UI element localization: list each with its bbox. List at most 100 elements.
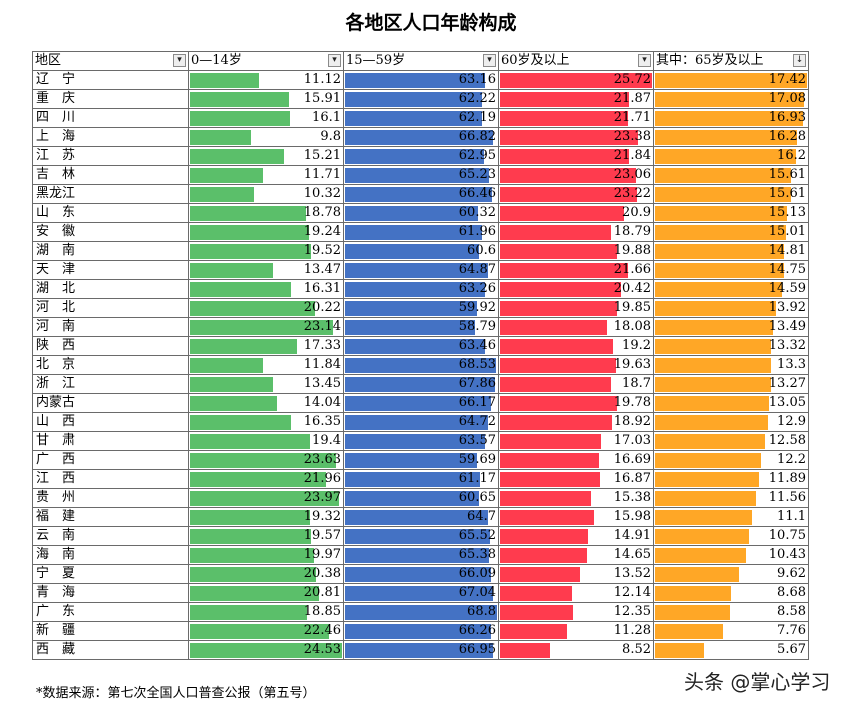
cell-age0-14[interactable]: 20.38 (188, 564, 344, 584)
cell-age60[interactable]: 20.9 (498, 203, 654, 223)
cell-age65[interactable]: 13.05 (653, 393, 809, 413)
cell-age60[interactable]: 21.84 (498, 146, 654, 166)
cell-age15-59[interactable]: 60.32 (343, 203, 499, 223)
table-row[interactable]: 湖 南 19.52 60.6 19.88 14.81 (32, 241, 809, 261)
cell-age0-14[interactable]: 17.33 (188, 336, 344, 356)
cell-age65[interactable]: 16.2 (653, 146, 809, 166)
table-row[interactable]: 江 苏 15.21 62.95 21.84 16.2 (32, 146, 809, 166)
cell-region[interactable]: 青 海 (32, 583, 189, 603)
cell-age15-59[interactable]: 67.04 (343, 583, 499, 603)
cell-age60[interactable]: 21.71 (498, 108, 654, 128)
table-row[interactable]: 上 海 9.8 66.82 23.38 16.28 (32, 127, 809, 147)
cell-region[interactable]: 湖 北 (32, 279, 189, 299)
cell-age60[interactable]: 18.79 (498, 222, 654, 242)
table-row[interactable]: 内蒙古 14.04 66.17 19.78 13.05 (32, 393, 809, 413)
cell-region[interactable]: 上 海 (32, 127, 189, 147)
cell-age15-59[interactable]: 62.22 (343, 89, 499, 109)
cell-age15-59[interactable]: 60.65 (343, 488, 499, 508)
table-row[interactable]: 浙 江 13.45 67.86 18.7 13.27 (32, 374, 809, 394)
cell-age65[interactable]: 9.62 (653, 564, 809, 584)
cell-age0-14[interactable]: 19.24 (188, 222, 344, 242)
table-row[interactable]: 北 京 11.84 68.53 19.63 13.3 (32, 355, 809, 375)
table-row[interactable]: 天 津 13.47 64.87 21.66 14.75 (32, 260, 809, 280)
cell-region[interactable]: 浙 江 (32, 374, 189, 394)
cell-age60[interactable]: 14.91 (498, 526, 654, 546)
cell-region[interactable]: 广 东 (32, 602, 189, 622)
cell-age15-59[interactable]: 63.57 (343, 431, 499, 451)
cell-age0-14[interactable]: 15.21 (188, 146, 344, 166)
column-header-region[interactable]: 地区 ▾ (32, 51, 189, 71)
cell-age60[interactable]: 19.63 (498, 355, 654, 375)
cell-age15-59[interactable]: 61.96 (343, 222, 499, 242)
column-header-age0-14[interactable]: 0—14岁 ▾ (188, 51, 344, 71)
table-row[interactable]: 黑龙江 10.32 66.46 23.22 15.61 (32, 184, 809, 204)
column-header-age65[interactable]: 其中：65岁及以上 ↓ (653, 51, 809, 71)
cell-age65[interactable]: 7.76 (653, 621, 809, 641)
cell-age65[interactable]: 12.9 (653, 412, 809, 432)
cell-age15-59[interactable]: 63.46 (343, 336, 499, 356)
cell-age0-14[interactable]: 11.84 (188, 355, 344, 375)
cell-region[interactable]: 福 建 (32, 507, 189, 527)
cell-age65[interactable]: 17.08 (653, 89, 809, 109)
cell-age15-59[interactable]: 63.16 (343, 70, 499, 90)
cell-age0-14[interactable]: 20.22 (188, 298, 344, 318)
cell-age60[interactable]: 15.38 (498, 488, 654, 508)
cell-age15-59[interactable]: 65.52 (343, 526, 499, 546)
cell-age0-14[interactable]: 10.32 (188, 184, 344, 204)
cell-age60[interactable]: 17.03 (498, 431, 654, 451)
table-row[interactable]: 西 藏 24.53 66.95 8.52 5.67 (32, 640, 809, 660)
table-row[interactable]: 河 北 20.22 59.92 19.85 13.92 (32, 298, 809, 318)
cell-age0-14[interactable]: 14.04 (188, 393, 344, 413)
table-row[interactable]: 福 建 19.32 64.7 15.98 11.1 (32, 507, 809, 527)
cell-region[interactable]: 天 津 (32, 260, 189, 280)
table-row[interactable]: 安 徽 19.24 61.96 18.79 15.01 (32, 222, 809, 242)
cell-age60[interactable]: 19.88 (498, 241, 654, 261)
cell-age65[interactable]: 12.2 (653, 450, 809, 470)
cell-age60[interactable]: 18.92 (498, 412, 654, 432)
cell-region[interactable]: 重 庆 (32, 89, 189, 109)
cell-region[interactable]: 吉 林 (32, 165, 189, 185)
cell-region[interactable]: 新 疆 (32, 621, 189, 641)
table-row[interactable]: 河 南 23.14 58.79 18.08 13.49 (32, 317, 809, 337)
cell-age65[interactable]: 14.59 (653, 279, 809, 299)
cell-age65[interactable]: 16.93 (653, 108, 809, 128)
cell-age15-59[interactable]: 65.38 (343, 545, 499, 565)
cell-age60[interactable]: 23.06 (498, 165, 654, 185)
cell-age0-14[interactable]: 22.46 (188, 621, 344, 641)
cell-age15-59[interactable]: 68.53 (343, 355, 499, 375)
cell-age60[interactable]: 23.22 (498, 184, 654, 204)
cell-age60[interactable]: 11.28 (498, 621, 654, 641)
cell-age60[interactable]: 19.85 (498, 298, 654, 318)
cell-age65[interactable]: 13.3 (653, 355, 809, 375)
sort-filter-icon[interactable]: ▾ (173, 54, 186, 67)
cell-age0-14[interactable]: 24.53 (188, 640, 344, 660)
cell-age15-59[interactable]: 66.09 (343, 564, 499, 584)
column-header-age15-59[interactable]: 15—59岁 ▾ (343, 51, 499, 71)
cell-age60[interactable]: 23.38 (498, 127, 654, 147)
cell-age15-59[interactable]: 68.8 (343, 602, 499, 622)
cell-age60[interactable]: 16.87 (498, 469, 654, 489)
cell-age0-14[interactable]: 13.47 (188, 260, 344, 280)
cell-region[interactable]: 辽 宁 (32, 70, 189, 90)
cell-age65[interactable]: 10.75 (653, 526, 809, 546)
cell-age0-14[interactable]: 19.57 (188, 526, 344, 546)
cell-age60[interactable]: 12.35 (498, 602, 654, 622)
cell-region[interactable]: 黑龙江 (32, 184, 189, 204)
cell-age65[interactable]: 17.42 (653, 70, 809, 90)
dropdown-icon[interactable]: ▾ (483, 54, 496, 67)
table-row[interactable]: 陕 西 17.33 63.46 19.2 13.32 (32, 336, 809, 356)
cell-region[interactable]: 贵 州 (32, 488, 189, 508)
cell-age0-14[interactable]: 19.4 (188, 431, 344, 451)
cell-age65[interactable]: 10.43 (653, 545, 809, 565)
cell-age0-14[interactable]: 20.81 (188, 583, 344, 603)
cell-age65[interactable]: 11.89 (653, 469, 809, 489)
cell-region[interactable]: 安 徽 (32, 222, 189, 242)
cell-age0-14[interactable]: 23.14 (188, 317, 344, 337)
cell-age15-59[interactable]: 66.46 (343, 184, 499, 204)
cell-age0-14[interactable]: 23.97 (188, 488, 344, 508)
cell-age15-59[interactable]: 66.17 (343, 393, 499, 413)
cell-age15-59[interactable]: 64.87 (343, 260, 499, 280)
column-header-age60[interactable]: 60岁及以上 ▾ (498, 51, 654, 71)
cell-age65[interactable]: 15.61 (653, 165, 809, 185)
dropdown-icon[interactable]: ▾ (638, 54, 651, 67)
